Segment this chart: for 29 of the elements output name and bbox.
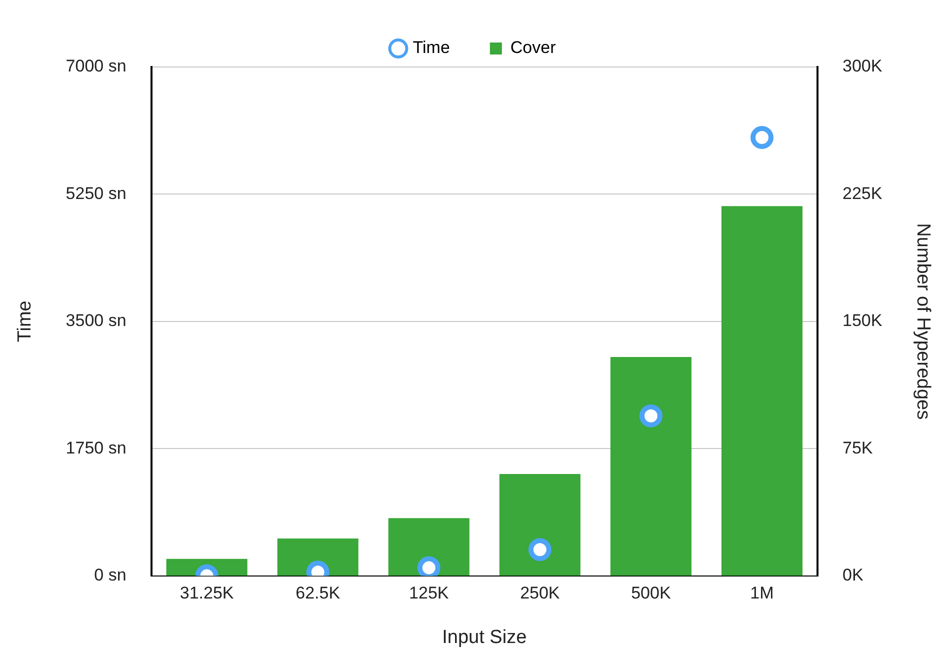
y2-tick-label: 225K [842,184,883,203]
bar [499,474,580,576]
bar [277,538,358,576]
y-tick-label: 1750 sn [66,438,126,458]
x-axis-title: Input Size [442,626,527,648]
y-tick-label: 0 sn [94,565,126,584]
bar [721,206,803,576]
point [639,404,662,428]
x-tick-label: 62.5K [296,584,341,603]
x-tick-label: 1M [750,584,774,603]
y2-tick-label: 75K [842,438,874,458]
y2-tick-label: 300K [842,56,883,76]
bar [610,357,692,576]
y-axis-title: Time [14,300,36,342]
y-tick-label: 5250 sn [66,184,126,203]
point [528,538,552,562]
legend-label: Cover [510,38,556,58]
bar [388,518,470,576]
point [750,126,774,150]
y2-tick-label: 150K [842,311,883,330]
x-tick-label: 250K [520,584,560,603]
x-tick-label: 500K [631,584,672,603]
x-tick-label: 125K [409,584,450,603]
y-tick-label: 3500 sn [66,311,126,330]
legend-label: Time [412,38,450,58]
x-tick-label: 31.25K [180,584,234,603]
y-tick-label: 7000 sn [66,56,126,76]
y2-tick-label: 0K [842,565,864,584]
y2-axis-title: Number of Hyperedges [912,223,934,420]
